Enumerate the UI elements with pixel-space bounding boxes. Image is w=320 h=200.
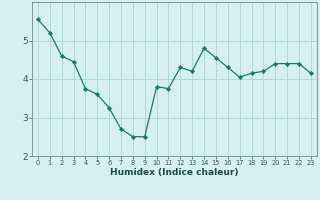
X-axis label: Humidex (Indice chaleur): Humidex (Indice chaleur) [110, 168, 239, 177]
